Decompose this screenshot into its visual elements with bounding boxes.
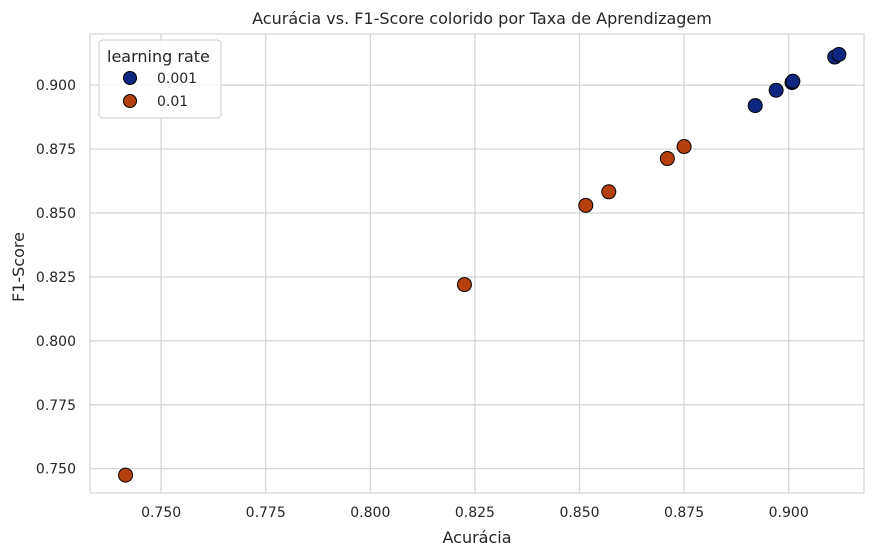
legend: learning rate 0.001 0.01 [98, 39, 222, 119]
y-tick-label: 0.775 [36, 398, 76, 414]
y-tick-label: 0.875 [36, 142, 76, 158]
tick-layer: 0.750 0.775 0.800 0.825 0.850 0.875 0.900 0.750… [36, 78, 809, 521]
y-tick-label: 0.750 [36, 462, 76, 478]
legend-label-0.01: 0.01 [157, 94, 188, 110]
x-tick-label: 0.825 [455, 505, 495, 521]
legend-label-0.001: 0.001 [157, 71, 197, 87]
x-tick-label: 0.875 [664, 505, 704, 521]
legend-marker-0.001 [123, 71, 137, 85]
data-point-lr-0.01 [659, 151, 675, 167]
data-point-lr-0.001 [768, 82, 784, 98]
data-point-lr-0.001 [785, 73, 801, 89]
grid-layer [90, 34, 864, 493]
data-point-lr-0.01 [456, 277, 472, 293]
x-tick-label: 0.775 [246, 505, 286, 521]
legend-title: learning rate [107, 47, 210, 66]
point-layer [118, 46, 847, 483]
y-tick-label: 0.800 [36, 334, 76, 350]
y-tick-label: 0.825 [36, 270, 76, 286]
data-point-lr-0.01 [578, 197, 594, 213]
y-tick-label: 0.900 [36, 78, 76, 94]
data-point-lr-0.01 [601, 184, 617, 200]
plot-frame [89, 33, 865, 494]
x-tick-label: 0.750 [141, 505, 181, 521]
x-tick-label: 0.800 [350, 505, 390, 521]
x-axis-title: Acurácia [442, 528, 511, 547]
legend-marker-0.01 [123, 94, 137, 108]
y-tick-label: 0.850 [36, 206, 76, 222]
data-point-lr-0.001 [747, 98, 763, 114]
data-point-lr-0.001 [831, 46, 847, 62]
x-tick-label: 0.850 [559, 505, 599, 521]
y-axis-title: F1-Score [9, 232, 28, 302]
chart-title: Acurácia vs. F1-Score colorido por Taxa … [252, 9, 712, 28]
x-tick-label: 0.900 [769, 505, 809, 521]
data-point-lr-0.01 [118, 467, 134, 483]
data-point-lr-0.01 [676, 139, 692, 155]
